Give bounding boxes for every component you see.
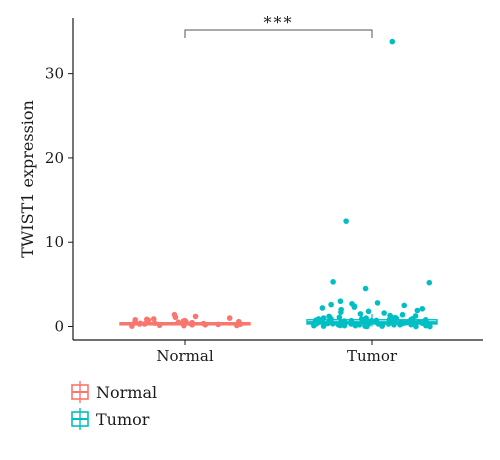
data-point	[362, 285, 369, 292]
significance-bracket	[184, 29, 373, 38]
data-point	[336, 314, 343, 321]
data-point	[403, 319, 410, 326]
data-point	[145, 317, 152, 323]
data-point	[312, 318, 319, 325]
data-point	[365, 308, 372, 315]
significance-label: ***	[264, 13, 294, 32]
data-point	[352, 322, 359, 329]
data-point	[337, 322, 343, 329]
y-tick-label: 0	[54, 318, 64, 336]
data-point	[156, 322, 163, 329]
y-tick-label: 20	[45, 149, 64, 167]
x-tick-label-tumor: Tumor	[347, 347, 398, 365]
data-point	[137, 320, 144, 327]
data-point	[413, 323, 419, 330]
data-point	[150, 316, 157, 322]
data-point	[426, 279, 433, 286]
data-point	[427, 323, 433, 330]
data-point	[327, 315, 333, 321]
data-point	[324, 320, 331, 327]
data-point	[129, 323, 135, 329]
box-group-tumor	[306, 38, 438, 330]
data-point	[414, 307, 421, 314]
data-point	[338, 309, 344, 315]
data-point	[388, 314, 394, 320]
legend: Normal Tumor	[71, 381, 157, 430]
legend-item-tumor: Tumor	[71, 408, 150, 430]
data-point	[341, 322, 348, 329]
data-point	[415, 319, 422, 325]
data-point	[357, 311, 364, 317]
data-point	[401, 302, 407, 309]
data-point	[319, 319, 326, 325]
y-tick-label: 30	[45, 65, 64, 83]
data-point	[330, 321, 336, 327]
data-point	[330, 279, 336, 285]
box-group-normal	[119, 311, 251, 329]
data-point	[235, 318, 242, 325]
data-point	[181, 322, 187, 329]
data-point	[226, 315, 233, 321]
x-tick-label-normal: Normal	[156, 347, 213, 365]
data-point	[337, 298, 344, 305]
data-point	[132, 319, 138, 325]
data-point	[328, 301, 334, 308]
data-point	[408, 321, 414, 328]
data-point	[343, 218, 349, 224]
data-point	[341, 318, 348, 324]
legend-item-normal: Normal	[71, 381, 157, 403]
data-point	[397, 322, 403, 328]
data-point	[172, 314, 179, 321]
axes: 0 10 20 30 Normal Tumor TWIST1 expression ***	[18, 13, 483, 365]
data-point	[319, 305, 326, 311]
data-point	[389, 38, 396, 45]
data-point	[381, 310, 387, 316]
data-point	[374, 300, 381, 306]
data-point	[368, 317, 375, 324]
data-point	[399, 311, 406, 318]
data-point	[379, 322, 386, 329]
data-point	[202, 322, 209, 328]
data-point	[175, 319, 182, 326]
chart-marks	[119, 38, 438, 330]
data-point	[365, 321, 372, 328]
legend-label: Normal	[96, 383, 157, 402]
data-point	[391, 322, 397, 328]
data-point	[419, 306, 426, 312]
data-point	[192, 313, 199, 320]
data-point	[409, 315, 416, 322]
data-point	[180, 318, 187, 324]
data-point	[373, 317, 380, 324]
data-point	[385, 321, 392, 327]
data-point	[151, 320, 158, 326]
data-point	[188, 320, 194, 327]
data-point	[141, 321, 148, 327]
data-point	[392, 314, 399, 321]
y-axis-title: TWIST1 expression	[18, 100, 37, 258]
data-point	[351, 304, 358, 310]
data-point	[215, 321, 221, 328]
legend-label: Tumor	[96, 410, 150, 429]
y-tick-label: 10	[45, 233, 64, 251]
